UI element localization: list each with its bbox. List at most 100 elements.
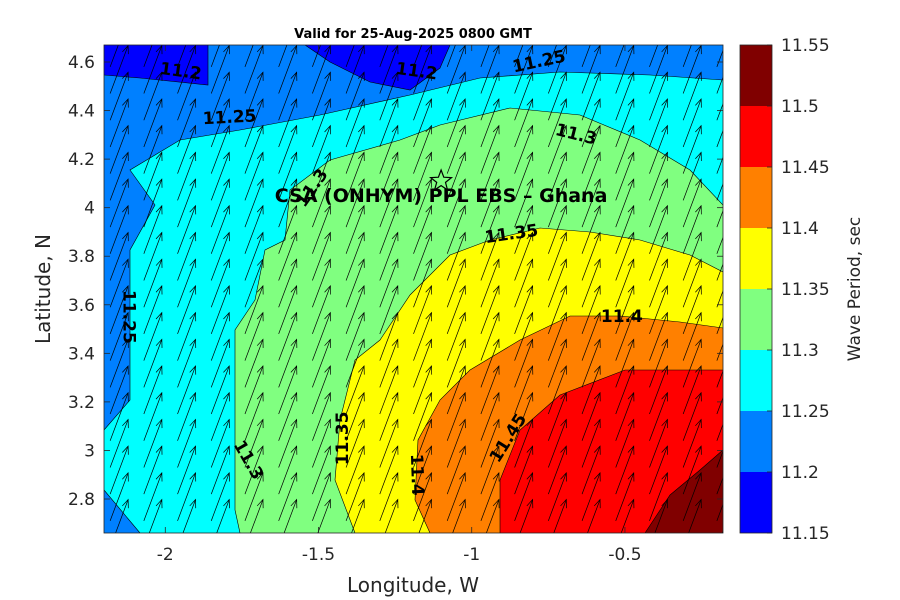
colorbar-tick-label: 11.2 (781, 463, 819, 483)
vector-arrow (413, 311, 433, 361)
vector-arrow (649, 445, 668, 495)
vector-arrow (682, 365, 702, 415)
vector-arrow (345, 178, 365, 228)
vector-arrow (716, 156, 723, 174)
vector-arrow (345, 338, 365, 388)
vector-arrow (312, 285, 331, 335)
vector-arrow (177, 45, 187, 67)
x-axis: -2 -1.5 -1 -0.5 (157, 45, 642, 565)
vector-arrow (480, 151, 500, 201)
vector-arrow (250, 498, 264, 533)
contour-line (104, 71, 723, 431)
plot-frame (103, 44, 724, 534)
vector-arrow (345, 365, 365, 415)
vector-arrow (514, 391, 534, 441)
vector-arrow (413, 178, 433, 228)
contour-line (104, 45, 209, 86)
vector-arrow (716, 369, 723, 388)
x-tick-label: -0.5 (608, 545, 641, 565)
vector-arrow (581, 258, 601, 308)
vector-arrow (244, 365, 264, 415)
vector-arrow (379, 71, 399, 121)
vector-arrow (446, 98, 466, 148)
vector-arrow (413, 98, 433, 148)
vector-arrow (345, 45, 365, 94)
vector-arrow (177, 311, 197, 361)
vector-arrow (682, 178, 702, 228)
vector-arrow (379, 98, 399, 148)
vector-arrow (109, 311, 129, 361)
vector-arrow (312, 258, 331, 308)
vector-arrow (514, 178, 534, 228)
y-tick-label: 3.4 (68, 344, 95, 364)
vector-arrow (177, 471, 197, 521)
vector-arrow (514, 45, 534, 94)
vector-arrow (413, 365, 433, 415)
vector-arrow (581, 338, 601, 388)
vector-arrow (548, 0, 566, 40)
vector-arrow (480, 45, 490, 67)
vector-arrow (210, 98, 230, 148)
vector-arrow (143, 204, 163, 254)
colorbar-swatch (740, 411, 772, 472)
vector-arrow (682, 71, 702, 121)
vector-arrow (548, 151, 567, 201)
vector-arrow (312, 151, 331, 201)
vector-arrow (649, 391, 668, 441)
vector-arrow (413, 418, 433, 468)
vector-arrow (379, 445, 399, 495)
vector-arrow (115, 498, 129, 533)
vector-arrow (582, 0, 600, 40)
y-axis-label: Latitude, N (31, 234, 55, 344)
vector-arrow (548, 71, 567, 121)
vector-arrow (144, 0, 162, 40)
colorbar-tick-label: 11.55 (781, 36, 830, 56)
vector-arrow (109, 365, 129, 415)
colorbar: 11.15 11.2 11.25 11.3 11.35 11.4 11.45 11.5 11.5… (739, 36, 830, 544)
band-11.45-11.5 (500, 370, 723, 533)
vector-arrow (345, 471, 365, 521)
vector-arrow (615, 124, 635, 174)
vector-arrow (514, 204, 534, 254)
vector-arrow (548, 445, 567, 495)
vector-arrow (446, 311, 466, 361)
vector-arrow (548, 391, 567, 441)
x-tick-label: -2 (157, 545, 174, 565)
vector-arrow (312, 178, 331, 228)
vector-arrow (717, 0, 735, 40)
colorbar-label: Wave Period, sec (845, 217, 865, 362)
y-axis: 2.8 3 3.2 3.4 3.6 3.8 4 4.2 4.4 4.6 (68, 53, 723, 510)
vector-arrow (413, 45, 433, 94)
contour-label: 11.25 (119, 290, 139, 344)
vector-arrow (480, 258, 500, 308)
vector-arrow (109, 391, 129, 441)
vector-arrow (615, 258, 635, 308)
vector-arrow (244, 391, 264, 441)
vector-arrow (109, 231, 129, 281)
vector-arrow (548, 285, 567, 335)
vector-arrow (312, 231, 331, 281)
vector-arrow (143, 178, 163, 228)
vector-arrow (244, 258, 264, 308)
vector-arrow (312, 311, 331, 361)
vector-arrow (210, 471, 230, 521)
vector-arrow (649, 231, 668, 281)
vector-arrow (514, 45, 524, 67)
vector-arrow (514, 124, 534, 174)
contour-line (334, 227, 723, 533)
contour-line (104, 489, 141, 533)
vector-arrow (345, 311, 365, 361)
vector-arrow (210, 365, 230, 415)
vector-arrow (312, 338, 331, 388)
vector-arrow (519, 498, 534, 533)
vector-arrow (210, 418, 230, 468)
vector-arrow (177, 445, 197, 495)
vector-arrow (480, 71, 500, 121)
vector-arrow (143, 338, 163, 388)
vector-arrow (379, 45, 389, 67)
colorbar-tick-label: 11.4 (781, 219, 819, 239)
vector-arrow (379, 471, 399, 521)
vector-arrow (278, 71, 298, 121)
vector-arrow (244, 311, 264, 361)
